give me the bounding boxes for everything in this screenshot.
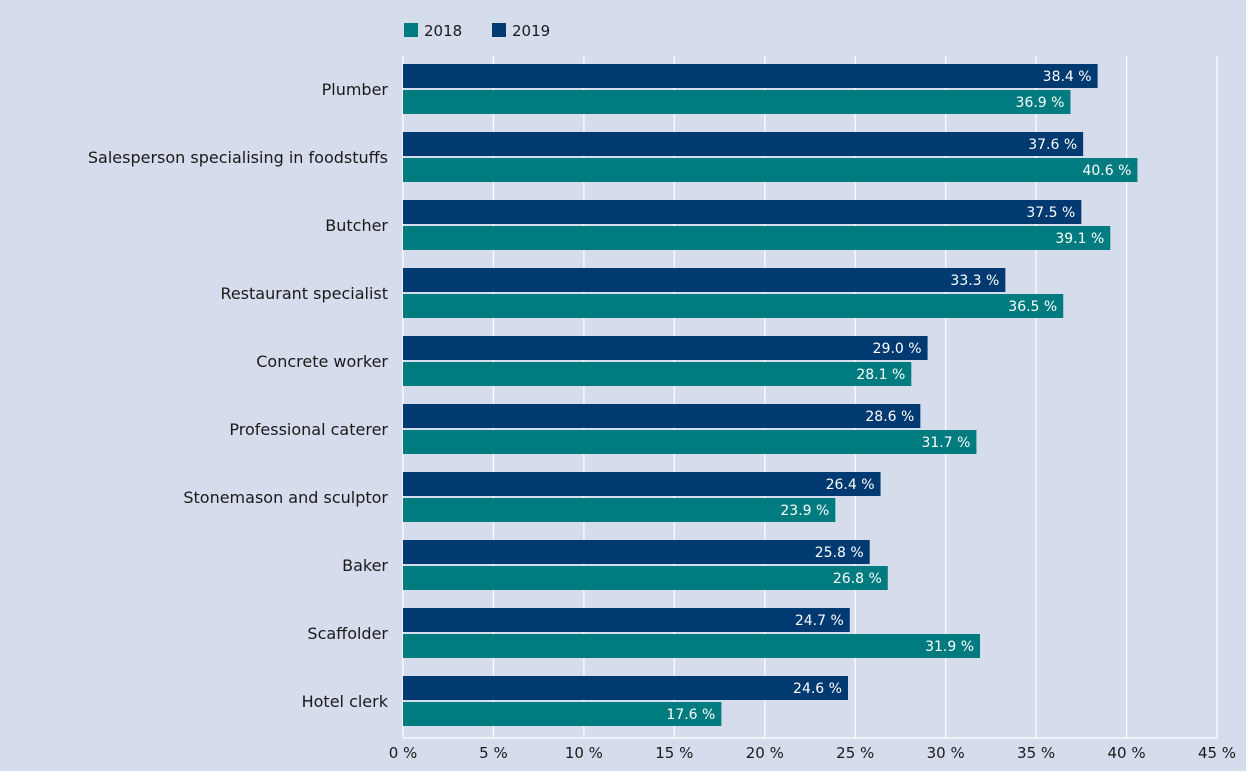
legend-label-2018: 2018 — [424, 22, 462, 40]
legend-swatch-2019 — [492, 23, 506, 37]
data-label: 38.4 % — [1043, 69, 1092, 85]
data-label: 28.6 % — [865, 409, 914, 425]
data-label: 37.6 % — [1028, 137, 1077, 153]
bar-2019 — [403, 676, 848, 700]
bar-2018 — [403, 566, 888, 590]
x-tick-label: 25 % — [836, 744, 874, 762]
legend: 2018 2019 — [404, 22, 550, 40]
x-axis-ticks: 0 % 5 % 10 % 15 % 20 % 25 % 30 % 35 % 40 % 45 % — [389, 744, 1236, 762]
bar-2019 — [403, 472, 881, 496]
data-label: 36.5 % — [1008, 299, 1057, 315]
data-label: 31.9 % — [925, 639, 974, 655]
category-label: Plumber — [322, 80, 389, 99]
category-label: Hotel clerk — [302, 692, 389, 711]
bars: 38.4 % 36.9 % 37.6 % 40.6 % 37.5 % 39.1 % 33.3… — [403, 64, 1138, 726]
legend-swatch-2018 — [404, 23, 418, 37]
category-label: Scaffolder — [307, 624, 388, 643]
bar-2018 — [403, 158, 1138, 182]
category-label: Concrete worker — [256, 352, 388, 371]
data-label: 24.6 % — [793, 681, 842, 697]
category-label: Baker — [342, 556, 388, 575]
category-label: Butcher — [325, 216, 388, 235]
data-label: 37.5 % — [1026, 205, 1075, 221]
data-label: 29.0 % — [873, 341, 922, 357]
bar-2018 — [403, 430, 977, 454]
category-label: Stonemason and sculptor — [183, 488, 388, 507]
data-label: 24.7 % — [795, 613, 844, 629]
bar-2019 — [403, 404, 921, 428]
data-label: 39.1 % — [1055, 231, 1104, 247]
x-tick-label: 35 % — [1017, 744, 1055, 762]
x-tick-label: 0 % — [389, 744, 418, 762]
bar-2018 — [403, 294, 1064, 318]
bar-2019 — [403, 200, 1082, 224]
bar-2018 — [403, 226, 1111, 250]
data-label: 26.8 % — [833, 571, 882, 587]
x-tick-label: 45 % — [1198, 744, 1236, 762]
category-label: Salesperson specialising in foodstuffs — [88, 148, 388, 167]
x-tick-label: 40 % — [1108, 744, 1146, 762]
bar-2018 — [403, 90, 1071, 114]
category-label: Professional caterer — [229, 420, 388, 439]
data-label: 36.9 % — [1016, 95, 1065, 111]
x-tick-label: 15 % — [655, 744, 693, 762]
data-label: 33.3 % — [950, 273, 999, 289]
bar-2019 — [403, 540, 870, 564]
x-tick-label: 5 % — [479, 744, 508, 762]
x-tick-label: 10 % — [565, 744, 603, 762]
x-tick-label: 30 % — [927, 744, 965, 762]
x-tick-label: 20 % — [746, 744, 784, 762]
bar-2018 — [403, 702, 722, 726]
data-label: 26.4 % — [826, 477, 875, 493]
bar-2018 — [403, 498, 836, 522]
category-label: Restaurant specialist — [220, 284, 388, 303]
data-label: 40.6 % — [1082, 163, 1131, 179]
legend-label-2019: 2019 — [512, 22, 550, 40]
data-label: 31.7 % — [921, 435, 970, 451]
bar-2019 — [403, 608, 850, 632]
bar-2019 — [403, 64, 1098, 88]
bar-2019 — [403, 132, 1084, 156]
bar-2019 — [403, 336, 928, 360]
data-label: 28.1 % — [856, 367, 905, 383]
bar-2019 — [403, 268, 1006, 292]
bar-2018 — [403, 634, 981, 658]
category-labels: Plumber Salesperson specialising in foods… — [88, 80, 389, 711]
data-label: 25.8 % — [815, 545, 864, 561]
data-label: 23.9 % — [780, 503, 829, 519]
bar-2018 — [403, 362, 912, 386]
data-label: 17.6 % — [666, 707, 715, 723]
